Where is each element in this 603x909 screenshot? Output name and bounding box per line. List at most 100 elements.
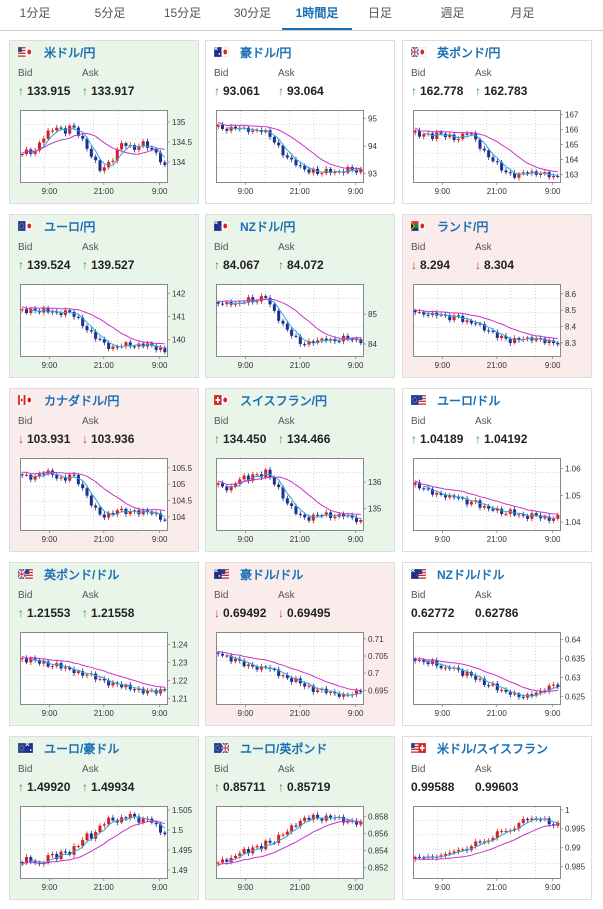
candle [303,344,307,346]
candle [246,127,250,132]
rate-card[interactable]: ユーロ/豪ドル Bid Ask ↑ 1.49920 ↑ 1.49934 1.505 1.5 1.4… [9,736,199,900]
pair-name-link[interactable]: ユーロ/ドル [437,394,501,408]
candle [324,815,328,821]
pair-name-link[interactable]: 米ドル/スイスフラン [437,742,548,756]
price-chart[interactable]: 0.71 0.705 0.7 0.695 9:00 21:00 9:00 [216,632,401,718]
pair-name-link[interactable]: 米ドル/円 [44,46,96,60]
rate-card[interactable]: スイスフラン/円 Bid Ask ↑ 134.450 ↑ 134.466 136 135 9:00… [205,388,395,552]
pair-name-link[interactable]: 豪ドル/ドル [240,568,304,582]
candle [426,662,430,665]
candle [24,474,28,476]
rate-card[interactable]: 米ドル/円 Bid Ask ↑ 133.915 ↑ 133.917 135 134.5 134 9:… [9,40,199,204]
tab-2[interactable]: 5分足 [94,6,126,20]
rate-card[interactable]: NZドル/円 Bid Ask ↑ 84.067 ↑ 84.072 85 84 9:00 21:00 9… [205,214,395,378]
candle [491,837,495,841]
candle [556,175,560,177]
tab-8[interactable]: 月足 [510,6,535,20]
candle [482,841,486,843]
rate-card[interactable]: 米ドル/スイスフラン Bid Ask 0.99588 0.99603 1 0.995 0.99… [402,736,592,900]
pair-name-link[interactable]: ランド/円 [437,220,489,234]
candle [552,518,556,521]
x-tick-label: 9:00 [435,361,451,370]
rate-card[interactable]: NZドル/ドル Bid Ask 0.62772 0.62786 0.64 0.635 0.63… [402,562,592,726]
pair-name-link[interactable]: ユーロ/円 [44,220,96,234]
rate-card[interactable]: カナダドル/円 Bid Ask ↓ 103.931 ↓ 103.936 105.5 105 104… [9,388,199,552]
candle [534,692,538,696]
price-chart[interactable]: 136 135 9:00 21:00 9:00 [216,458,401,544]
candle [443,314,447,316]
price-chart[interactable]: 95 94 93 9:00 21:00 9:00 [216,110,401,196]
ask-price: ↑ 139.527 [82,258,135,272]
pair-name-link[interactable]: ユーロ/英ポンド [240,742,328,756]
candle [547,685,551,692]
down-arrow-icon: ↓ [82,432,88,446]
candle [76,474,80,485]
tab-4[interactable]: 30分足 [233,6,272,20]
pair-name-link[interactable]: スイスフラン/円 [240,394,327,408]
price-chart[interactable]: 1.24 1.23 1.22 1.21 9:00 21:00 9:00 [20,632,205,718]
price-chart[interactable]: 8.6 8.5 8.4 8.3 9:00 21:00 9:00 [413,284,598,370]
ask-label: Ask [475,764,492,775]
pair-name-link[interactable]: カナダドル/円 [44,394,120,408]
y-tick-label: 0.854 [368,847,389,856]
rate-card[interactable]: ユーロ/ドル Bid Ask ↑ 1.04189 ↑ 1.04192 1.06 1.05 1.04… [402,388,592,552]
tab-7[interactable]: 週足 [440,6,465,20]
tab-5[interactable]: 1時間足 [282,0,352,30]
price-chart[interactable]: 135 134.5 134 9:00 21:00 9:00 [20,110,205,196]
candle [290,503,294,507]
price-chart[interactable]: 1 0.995 0.99 0.985 9:00 21:00 9:00 [413,806,598,892]
short-ma-line [423,818,558,858]
pair-name-link[interactable]: 豪ドル/円 [240,46,292,60]
pair-name-link[interactable]: 英ポンド/円 [437,46,501,60]
y-tick-label: 8.6 [565,290,577,299]
price-chart[interactable]: 1.505 1.5 1.495 1.49 9:00 21:00 9:00 [20,806,205,892]
x-tick-label: 9:00 [348,709,364,718]
rate-card[interactable]: ユーロ/円 Bid Ask ↑ 139.524 ↑ 139.527 142 141 140 9:00… [9,214,199,378]
tab-3[interactable]: 15分足 [163,6,202,20]
y-tick-label: 94 [368,142,377,151]
y-tick-label: 166 [565,126,579,135]
price-chart[interactable]: 1.06 1.05 1.04 9:00 21:00 9:00 [413,458,598,544]
rate-card[interactable]: 英ポンド/ドル Bid Ask ↑ 1.21553 ↑ 1.21558 1.24 1.23 1.2… [9,562,199,726]
rate-card[interactable]: 豪ドル/ドル Bid Ask ↓ 0.69492 ↓ 0.69495 0.71 0.705 0.7… [205,562,395,726]
pair-name-link[interactable]: NZドル/ドル [437,568,505,582]
tab-1[interactable]: 1分足 [19,6,51,20]
candle [504,689,508,692]
candle [76,671,80,674]
price-chart[interactable]: 142 141 140 9:00 21:00 9:00 [20,284,205,370]
ask-price: ↓ 8.304 [475,258,515,272]
price-chart[interactable]: 167 166 165 164 163 9:00 21:00 9:00 [413,110,598,196]
price-chart[interactable]: 85 84 9:00 21:00 9:00 [216,284,401,370]
candle [81,671,85,676]
x-tick-label: 9:00 [238,187,254,196]
pair-name-link[interactable]: ユーロ/豪ドル [44,742,120,756]
y-tick-label: 1.23 [172,659,188,668]
candle [500,689,504,691]
candle [417,856,421,858]
candle [491,683,495,686]
price-chart[interactable]: 0.64 0.635 0.63 0.625 9:00 21:00 9:00 [413,632,598,718]
candle [307,685,311,687]
candle [111,512,115,515]
rate-card[interactable]: ユーロ/英ポンド Bid Ask ↑ 0.85711 ↑ 0.85719 0.858 0.856… [205,736,395,900]
price-chart[interactable]: 105.5 105 104.5 104 9:00 21:00 9:00 [20,458,205,544]
rate-card[interactable]: 英ポンド/円 Bid Ask ↑ 162.778 ↑ 162.783 167 166 165 164… [402,40,592,204]
x-tick-label: 9:00 [42,709,58,718]
bid-label: Bid [214,68,229,79]
pair-name-link[interactable]: 英ポンド/ドル [44,568,120,582]
candle [33,658,37,661]
candle [229,857,233,862]
candle [141,141,145,147]
tab-6[interactable]: 日足 [367,6,392,20]
ask-label: Ask [278,416,295,427]
candle [539,819,543,821]
rate-card[interactable]: 豪ドル/円 Bid Ask ↑ 93.061 ↑ 93.064 95 94 93 9:00 21:00… [205,40,395,204]
pair-name-link[interactable]: NZドル/円 [240,220,296,234]
candle [268,840,272,843]
candle [281,320,285,324]
price-chart[interactable]: 0.858 0.856 0.854 0.852 9:00 21:00 9:00 [216,806,401,892]
rate-card[interactable]: ランド/円 Bid Ask ↓ 8.294 ↓ 8.304 8.6 8.5 8.4 8.3 9:00 2… [402,214,592,378]
candle [491,508,495,511]
candle [233,483,237,487]
ask-label: Ask [278,242,295,253]
